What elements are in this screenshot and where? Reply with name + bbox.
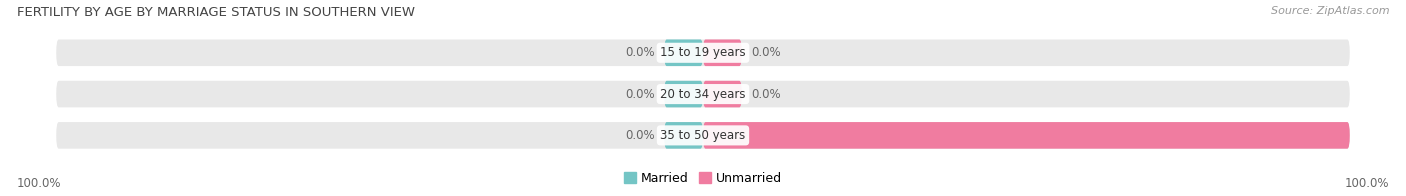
Text: 20 to 34 years: 20 to 34 years — [661, 88, 745, 101]
FancyBboxPatch shape — [703, 122, 1350, 149]
Text: 100.0%: 100.0% — [17, 177, 62, 190]
Text: 100.0%: 100.0% — [1360, 129, 1406, 142]
Text: 100.0%: 100.0% — [1344, 177, 1389, 190]
Text: 0.0%: 0.0% — [624, 46, 655, 59]
FancyBboxPatch shape — [664, 39, 703, 66]
Text: 35 to 50 years: 35 to 50 years — [661, 129, 745, 142]
FancyBboxPatch shape — [56, 39, 1350, 66]
Text: 0.0%: 0.0% — [751, 46, 782, 59]
Text: 0.0%: 0.0% — [751, 88, 782, 101]
Text: 0.0%: 0.0% — [624, 129, 655, 142]
Text: 15 to 19 years: 15 to 19 years — [661, 46, 745, 59]
Text: Source: ZipAtlas.com: Source: ZipAtlas.com — [1271, 6, 1389, 16]
FancyBboxPatch shape — [56, 122, 1350, 149]
Legend: Married, Unmarried: Married, Unmarried — [619, 167, 787, 190]
FancyBboxPatch shape — [56, 81, 1350, 107]
FancyBboxPatch shape — [664, 122, 703, 149]
FancyBboxPatch shape — [703, 39, 742, 66]
Text: FERTILITY BY AGE BY MARRIAGE STATUS IN SOUTHERN VIEW: FERTILITY BY AGE BY MARRIAGE STATUS IN S… — [17, 6, 415, 19]
Text: 0.0%: 0.0% — [624, 88, 655, 101]
FancyBboxPatch shape — [703, 81, 742, 107]
FancyBboxPatch shape — [664, 81, 703, 107]
